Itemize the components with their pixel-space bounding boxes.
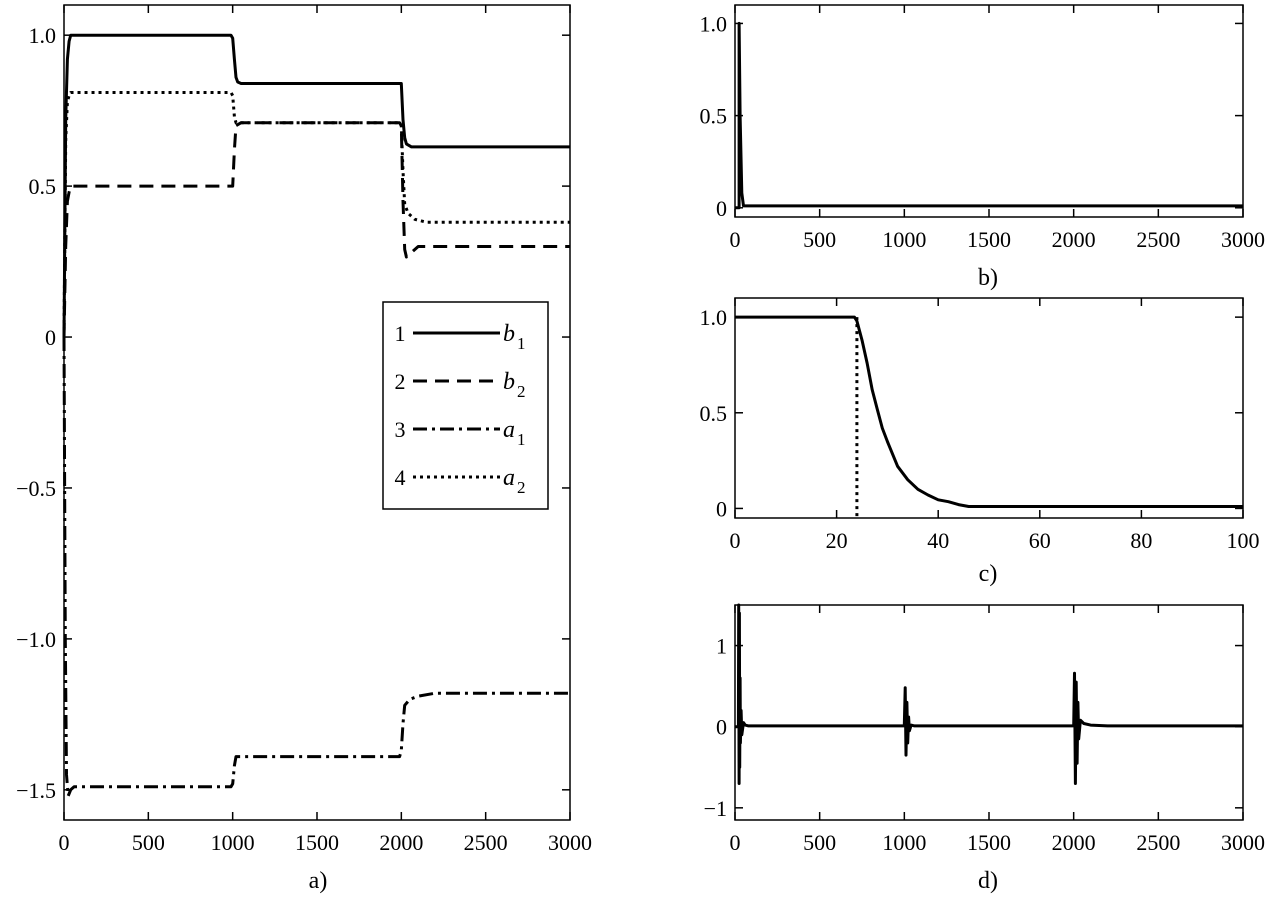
legend-name: a bbox=[503, 465, 515, 491]
x-tick-label: 500 bbox=[803, 227, 836, 252]
legend-number: 4 bbox=[395, 465, 406, 490]
legend-number: 1 bbox=[395, 321, 406, 346]
x-tick-label: 2500 bbox=[464, 830, 508, 855]
series-line-solid bbox=[735, 21, 1243, 210]
legend-name: b bbox=[503, 369, 515, 395]
legend-name: a bbox=[503, 417, 515, 443]
x-tick-label: 0 bbox=[730, 227, 741, 252]
y-tick-label: 0 bbox=[45, 325, 56, 350]
x-tick-label: 1000 bbox=[882, 830, 926, 855]
y-tick-label: 1.0 bbox=[700, 305, 728, 330]
x-tick-label: 500 bbox=[803, 830, 836, 855]
y-tick-label: −0.5 bbox=[16, 476, 56, 501]
y-tick-label: 0 bbox=[716, 196, 727, 221]
x-tick-label: 500 bbox=[132, 830, 165, 855]
legend-box bbox=[382, 301, 549, 510]
panel-a: 0 500 1000 1500 2000 2500 3000 −1.5 −1.0 −0.5 0 0.5… bbox=[16, 4, 592, 894]
x-tick-label: 0 bbox=[730, 528, 741, 553]
x-tick-label: 80 bbox=[1130, 528, 1152, 553]
axes-frame bbox=[734, 4, 1244, 218]
legend: 1 b 12 b 23 a 14 a 2 bbox=[382, 301, 549, 510]
series-line-dotted bbox=[62, 91, 570, 338]
series-line-dashdot bbox=[62, 336, 570, 798]
x-tick-label: 1000 bbox=[211, 830, 255, 855]
y-tick-label: 0.5 bbox=[29, 174, 57, 199]
x-tick-label: 2000 bbox=[379, 830, 423, 855]
y-tick-label: −1.0 bbox=[16, 627, 56, 652]
y-tick-label: 1.0 bbox=[29, 23, 57, 48]
y-tick-label: 0 bbox=[716, 496, 727, 521]
legend-subscript: 2 bbox=[517, 382, 526, 401]
legend-subscript: 1 bbox=[517, 430, 526, 449]
x-tick-label: 3000 bbox=[548, 830, 592, 855]
legend-subscript: 1 bbox=[517, 334, 526, 353]
x-tick-label: 20 bbox=[826, 528, 848, 553]
x-tick-label: 60 bbox=[1029, 528, 1051, 553]
legend-number: 2 bbox=[395, 369, 406, 394]
axes-frame bbox=[734, 604, 1244, 821]
y-tick-label: 0.5 bbox=[700, 104, 728, 129]
panel-label: c) bbox=[979, 561, 998, 587]
legend-name: b bbox=[503, 321, 515, 347]
panel-c: 0 20 40 60 80 100 0 0.5 1.0 c) bbox=[700, 297, 1260, 587]
y-tick-label: 0.5 bbox=[700, 401, 728, 426]
series-line-solid bbox=[62, 33, 570, 338]
series-line-solid bbox=[735, 603, 1243, 785]
x-tick-label: 40 bbox=[927, 528, 949, 553]
x-tick-label: 0 bbox=[59, 830, 70, 855]
x-tick-label: 1500 bbox=[967, 227, 1011, 252]
legend-number: 3 bbox=[395, 417, 406, 442]
panel-label: d) bbox=[978, 868, 998, 894]
series-line-dashed bbox=[62, 121, 570, 338]
x-tick-label: 2500 bbox=[1136, 830, 1180, 855]
x-tick-label: 1500 bbox=[967, 830, 1011, 855]
panel-label: b) bbox=[978, 265, 998, 291]
x-tick-label: 2000 bbox=[1052, 227, 1096, 252]
y-tick-label: −1.5 bbox=[16, 778, 56, 803]
panel-label: a) bbox=[309, 868, 328, 894]
x-tick-label: 1500 bbox=[295, 830, 339, 855]
series-line-solid bbox=[735, 315, 1243, 508]
panel-b: 0 500 1000 1500 2000 2500 3000 0 0.5 1.0 b) bbox=[700, 4, 1265, 291]
axes-frame bbox=[734, 297, 1244, 519]
legend-subscript: 2 bbox=[517, 478, 526, 497]
x-tick-label: 1000 bbox=[882, 227, 926, 252]
x-tick-label: 3000 bbox=[1221, 227, 1265, 252]
y-tick-label: 1 bbox=[716, 634, 727, 659]
x-tick-label: 2500 bbox=[1136, 227, 1180, 252]
y-tick-label: 0 bbox=[716, 715, 727, 740]
x-tick-label: 2000 bbox=[1052, 830, 1096, 855]
x-tick-label: 100 bbox=[1227, 528, 1260, 553]
x-tick-label: 0 bbox=[730, 830, 741, 855]
x-tick-label: 3000 bbox=[1221, 830, 1265, 855]
y-tick-label: 1.0 bbox=[700, 11, 728, 36]
y-tick-label: −1 bbox=[704, 796, 727, 821]
